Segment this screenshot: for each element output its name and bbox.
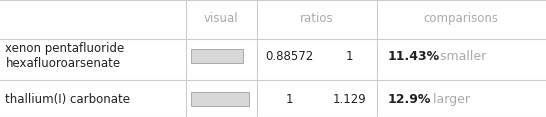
Text: thallium(I) carbonate: thallium(I) carbonate — [5, 93, 130, 106]
Text: larger: larger — [429, 93, 470, 106]
Text: xenon pentafluoride
hexafluoroarsenate: xenon pentafluoride hexafluoroarsenate — [5, 42, 124, 70]
Text: 12.9%: 12.9% — [388, 93, 431, 106]
Text: 1: 1 — [346, 50, 353, 63]
Text: ratios: ratios — [300, 12, 334, 25]
Text: 1.129: 1.129 — [333, 93, 366, 106]
Text: visual: visual — [204, 12, 239, 25]
FancyBboxPatch shape — [191, 92, 250, 106]
Text: 0.88572: 0.88572 — [265, 50, 313, 63]
Text: 11.43%: 11.43% — [388, 50, 440, 63]
FancyBboxPatch shape — [191, 49, 242, 63]
Text: 1: 1 — [286, 93, 293, 106]
Text: smaller: smaller — [436, 50, 486, 63]
Text: comparisons: comparisons — [424, 12, 499, 25]
